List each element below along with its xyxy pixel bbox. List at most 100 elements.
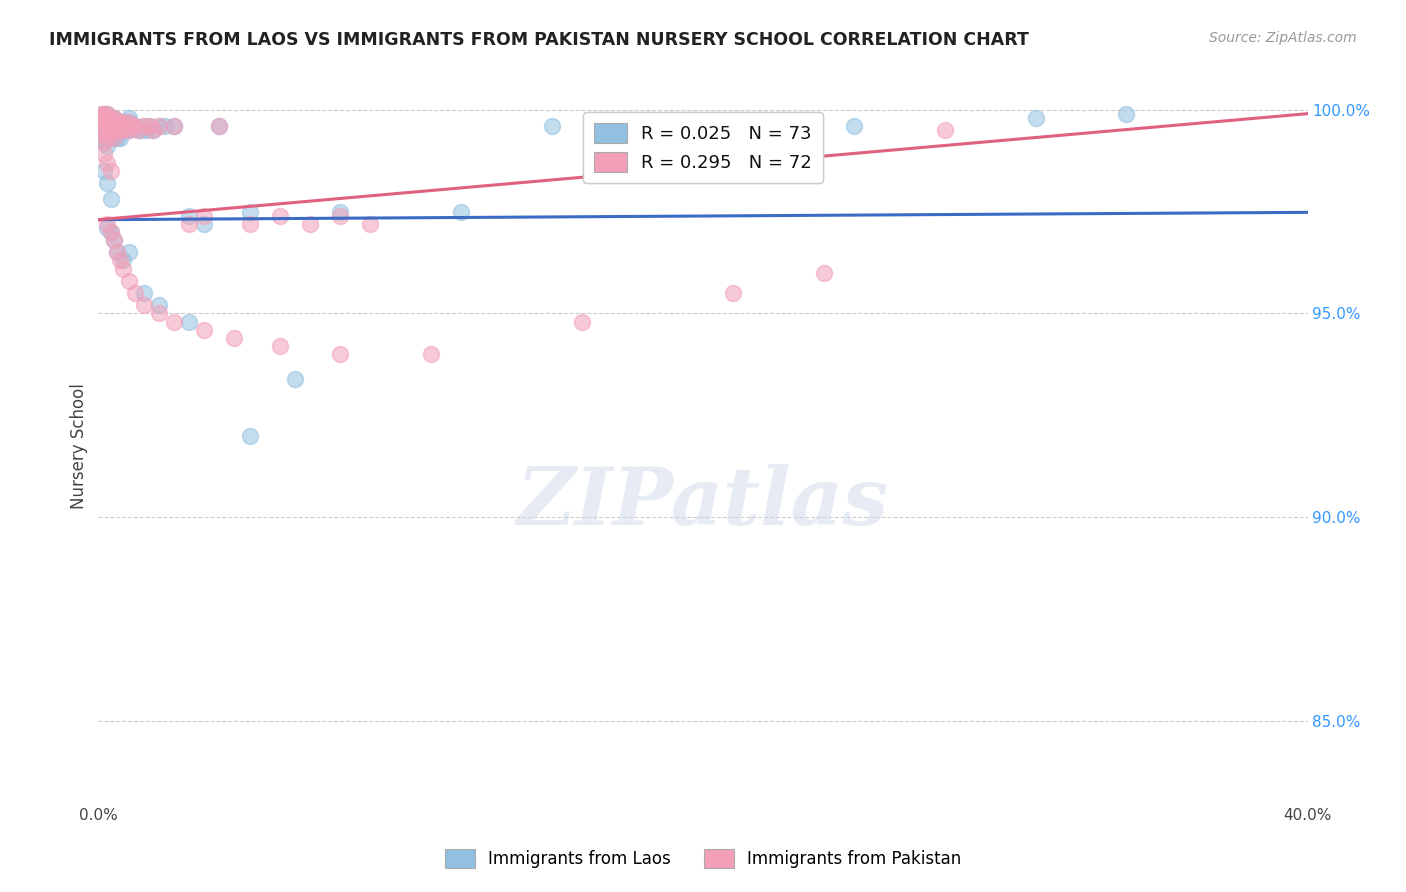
Point: [142, 123, 165, 137]
Point: [108, 115, 131, 129]
Point: [111, 115, 134, 129]
Point: [148, 119, 170, 133]
Point: [93, 135, 115, 149]
Point: [93, 119, 115, 133]
Point: [103, 123, 125, 137]
Point: [193, 323, 215, 337]
Point: [96, 131, 118, 145]
Point: [269, 209, 291, 223]
Point: [96, 123, 118, 137]
Point: [1115, 106, 1137, 120]
Point: [90, 115, 112, 129]
Point: [90, 123, 112, 137]
Point: [934, 123, 956, 137]
Point: [93, 115, 115, 129]
Point: [193, 217, 215, 231]
Point: [96, 131, 118, 145]
Point: [111, 123, 134, 137]
Point: [148, 298, 170, 312]
Point: [329, 204, 352, 219]
Point: [284, 372, 307, 386]
Y-axis label: Nursery School: Nursery School: [70, 383, 89, 509]
Point: [93, 111, 115, 125]
Point: [142, 123, 165, 137]
Point: [105, 115, 128, 129]
Point: [111, 253, 134, 268]
Text: ZIPatlas: ZIPatlas: [517, 465, 889, 541]
Point: [103, 233, 125, 247]
Point: [148, 119, 170, 133]
Point: [108, 253, 131, 268]
Point: [118, 123, 141, 137]
Point: [93, 163, 115, 178]
Point: [239, 217, 262, 231]
Point: [103, 115, 125, 129]
Point: [100, 111, 122, 125]
Point: [121, 119, 143, 133]
Point: [108, 131, 131, 145]
Point: [96, 111, 118, 125]
Point: [93, 106, 115, 120]
Point: [239, 204, 262, 219]
Point: [692, 119, 714, 133]
Point: [103, 111, 125, 125]
Point: [127, 123, 149, 137]
Point: [132, 119, 155, 133]
Point: [118, 115, 141, 129]
Point: [179, 315, 201, 329]
Point: [139, 119, 162, 133]
Point: [93, 106, 115, 120]
Point: [135, 123, 157, 137]
Point: [96, 220, 118, 235]
Point: [96, 115, 118, 129]
Point: [139, 119, 162, 133]
Point: [100, 115, 122, 129]
Point: [90, 115, 112, 129]
Point: [118, 245, 141, 260]
Point: [118, 111, 141, 125]
Point: [163, 119, 186, 133]
Text: Source: ZipAtlas.com: Source: ZipAtlas.com: [1209, 31, 1357, 45]
Point: [179, 217, 201, 231]
Point: [844, 119, 866, 133]
Point: [96, 106, 118, 120]
Point: [111, 261, 134, 276]
Point: [93, 127, 115, 141]
Point: [93, 135, 115, 149]
Point: [103, 131, 125, 145]
Point: [93, 147, 115, 161]
Point: [100, 111, 122, 125]
Point: [121, 119, 143, 133]
Point: [329, 209, 352, 223]
Point: [103, 131, 125, 145]
Point: [100, 115, 122, 129]
Point: [100, 163, 122, 178]
Point: [100, 123, 122, 137]
Point: [96, 139, 118, 153]
Point: [163, 315, 186, 329]
Point: [90, 119, 112, 133]
Point: [100, 131, 122, 145]
Point: [93, 111, 115, 125]
Point: [813, 266, 835, 280]
Point: [105, 123, 128, 137]
Point: [239, 429, 262, 443]
Point: [163, 119, 186, 133]
Point: [103, 111, 125, 125]
Point: [100, 192, 122, 206]
Point: [93, 115, 115, 129]
Point: [114, 115, 136, 129]
Point: [105, 245, 128, 260]
Point: [96, 111, 118, 125]
Point: [1024, 111, 1046, 125]
Point: [450, 204, 472, 219]
Point: [111, 123, 134, 137]
Point: [96, 176, 118, 190]
Point: [90, 106, 112, 120]
Point: [193, 209, 215, 223]
Point: [96, 217, 118, 231]
Point: [132, 298, 155, 312]
Point: [100, 225, 122, 239]
Point: [105, 123, 128, 137]
Point: [540, 119, 562, 133]
